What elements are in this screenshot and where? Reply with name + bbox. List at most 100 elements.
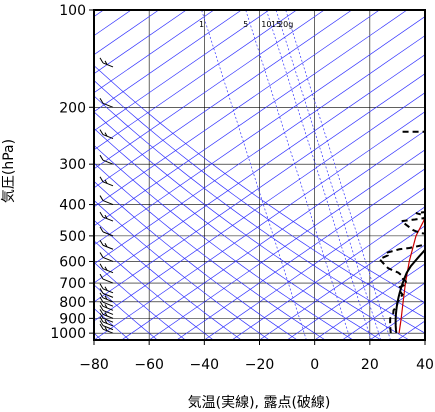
- isotherm-line: [121, 130, 425, 340]
- wind-barb-flag: [99, 239, 104, 246]
- x-tick-label: −60: [134, 357, 164, 373]
- mixing-ratio-label: 20g: [278, 20, 293, 29]
- wind-barb: [102, 321, 114, 327]
- isotherm-line: [94, 73, 425, 303]
- dry-adiabat-line: [94, 65, 425, 304]
- y-tick-label: 900: [59, 311, 86, 327]
- isotherm-line: [204, 187, 425, 340]
- wind-barb-flag: [104, 132, 108, 137]
- wind-barb-flag: [104, 214, 108, 219]
- dry-adiabat-line: [94, 219, 242, 340]
- isotherm-line: [94, 10, 297, 151]
- y-tick-label: 800: [59, 295, 86, 311]
- x-tick-label: 40: [416, 357, 434, 373]
- wind-barb: [102, 231, 114, 237]
- isotherm-line: [94, 111, 425, 340]
- wind-barb: [102, 328, 114, 334]
- background-grid: [93, 9, 426, 340]
- wind-barb-flag: [99, 195, 104, 201]
- x-tick-label: 20: [361, 357, 379, 373]
- isotherm-line: [342, 282, 425, 340]
- wind-barb: [102, 181, 114, 187]
- wind-barb: [102, 301, 114, 307]
- dry-adiabat-line: [94, 240, 214, 340]
- wind-barb-flag: [99, 320, 104, 326]
- wind-barb-flag: [99, 273, 104, 280]
- mixing-ratio-label: 10: [261, 20, 271, 29]
- isotherm-line: [94, 10, 408, 227]
- x-tick-label: −40: [190, 357, 220, 373]
- wind-barb-flag: [104, 304, 108, 309]
- isotherm-line: [94, 54, 425, 284]
- dewpoint-line: [377, 130, 425, 334]
- y-tick-label: 700: [59, 276, 86, 292]
- sounding-series: [377, 130, 425, 334]
- wind-barb-flag: [99, 226, 104, 233]
- wind-barb-flag: [104, 312, 108, 317]
- wind-barb: [102, 309, 114, 315]
- mixing-ratio-line: [275, 10, 382, 340]
- wind-barb: [102, 134, 114, 140]
- y-tick-label: 600: [59, 254, 86, 270]
- temperature-line: [394, 248, 425, 334]
- wind-barb-flag: [99, 323, 104, 330]
- reference-curve-line: [398, 214, 425, 334]
- wind-barb-flag: [99, 296, 104, 303]
- mixing-ratio-lines: [201, 10, 391, 340]
- wind-barb: [102, 313, 114, 319]
- wind-barb-flag: [99, 288, 104, 294]
- dry-adiabat-line: [94, 111, 410, 340]
- skewed-isotherms: [94, 10, 425, 340]
- mixing-ratio-line: [266, 10, 372, 340]
- dry-adiabat-line: [94, 95, 425, 334]
- isotherm-line: [148, 149, 425, 340]
- wind-barb-flag: [99, 129, 104, 135]
- mixing-ratio-label: 15: [271, 20, 281, 29]
- y-axis-title: 気圧(hPa): [1, 139, 17, 203]
- wind-barb-flag: [104, 179, 108, 184]
- wind-barb: [102, 288, 114, 294]
- dry-adiabat-line: [94, 144, 354, 340]
- mixing-ratio-line: [201, 10, 307, 340]
- wind-barb: [102, 244, 114, 250]
- isotherm-line: [176, 168, 425, 340]
- wind-barb: [102, 102, 114, 108]
- wind-barb: [102, 159, 114, 165]
- wind-barb: [102, 292, 114, 298]
- x-axis-title: 気温(実線), 露点(破線): [188, 395, 331, 411]
- dry-adiabat-line: [94, 80, 425, 319]
- wind-barb-flag: [104, 286, 108, 291]
- isotherm-line: [94, 10, 325, 170]
- wind-barb: [102, 325, 114, 331]
- wind-barb: [102, 256, 114, 262]
- dry-adiabat-line: [94, 307, 130, 340]
- wind-barb-flag: [99, 316, 104, 323]
- wind-barb-flag: [104, 319, 108, 324]
- wind-barb-flag: [99, 57, 104, 64]
- x-tick-label: −20: [245, 357, 275, 373]
- wind-barb-flag: [99, 283, 104, 290]
- mixing-ratio-line: [245, 10, 351, 340]
- dry-adiabat-line: [94, 199, 270, 340]
- wind-barb: [102, 62, 114, 68]
- wind-barb-flag: [104, 266, 108, 271]
- x-tick-label: 0: [310, 357, 319, 373]
- mixing-ratio-label: 5: [243, 20, 248, 29]
- y-tick-label: 500: [59, 229, 86, 245]
- wind-barb-flag: [99, 292, 104, 299]
- dry-adiabat-line: [94, 127, 382, 340]
- isotherm-line: [286, 244, 425, 340]
- isotherm-line: [424, 339, 425, 340]
- wind-barb-flag: [99, 176, 104, 183]
- isotherm-line: [94, 16, 425, 246]
- isotherm-line: [94, 10, 187, 75]
- wind-barb: [102, 216, 114, 222]
- wind-barb-flag: [104, 243, 108, 247]
- y-tick-label: 1000: [50, 326, 86, 342]
- wind-barb-flag: [104, 295, 108, 300]
- isotherm-line: [259, 225, 425, 340]
- y-tick-label: 300: [59, 157, 86, 173]
